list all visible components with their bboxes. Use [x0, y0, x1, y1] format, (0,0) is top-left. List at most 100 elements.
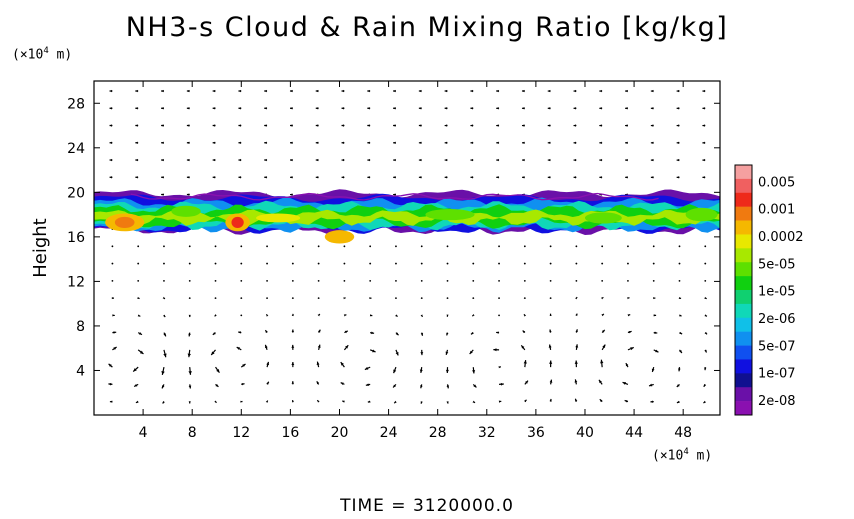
vector-arrowhead — [341, 107, 344, 110]
vector-arrowhead — [547, 158, 551, 162]
vector-arrowhead — [655, 349, 659, 353]
vector-arrowhead — [446, 314, 449, 317]
vector-arrowhead — [573, 89, 576, 93]
vector-arrowhead — [315, 141, 319, 144]
vector-arrowhead — [470, 89, 473, 93]
vector-arrowhead — [109, 400, 113, 403]
vector-arrowhead — [676, 89, 680, 93]
vector-arrowhead — [214, 400, 217, 403]
cloud-cell — [231, 216, 244, 228]
vector-arrowhead — [446, 401, 449, 404]
vector-arrowhead — [649, 383, 653, 387]
vector-arrowhead — [523, 360, 527, 364]
vector-arrowhead — [367, 158, 370, 162]
vector-arrowhead — [575, 344, 579, 348]
vector-dot — [523, 245, 526, 248]
vector-dot — [652, 279, 655, 282]
vector-dot — [317, 297, 320, 299]
vector-arrowhead — [137, 314, 141, 317]
vector-arrowhead — [704, 296, 707, 299]
vector-arrowhead — [702, 141, 705, 144]
vector-dot — [343, 245, 346, 248]
vector-arrowhead — [548, 344, 552, 348]
vector-arrowhead — [496, 176, 499, 179]
vector-arrowhead — [341, 141, 344, 144]
vector-arrowhead — [573, 124, 576, 127]
vector-dot — [446, 297, 449, 299]
vector-dot — [472, 297, 475, 299]
vector-arrowhead — [470, 176, 473, 179]
vector-arrowhead — [622, 382, 626, 385]
wind-vector-field — [108, 89, 708, 404]
x-tick-label: 4 — [139, 425, 148, 441]
vector-arrowhead — [291, 329, 295, 333]
vector-dot — [240, 279, 243, 282]
vector-arrowhead — [316, 381, 320, 385]
vector-arrowhead — [574, 360, 578, 364]
colorbar-label: 1e-05 — [758, 285, 796, 300]
vector-arrowhead — [238, 141, 241, 144]
vector-arrowhead — [625, 89, 628, 93]
vector-arrowhead — [625, 158, 628, 162]
vector-arrowhead — [371, 331, 375, 335]
vector-arrowhead — [574, 379, 578, 383]
vector-dot — [317, 245, 320, 248]
y-tick-label: 28 — [67, 96, 85, 112]
vector-dot — [266, 262, 268, 265]
vector-dot — [137, 262, 140, 265]
vector-dot — [575, 279, 578, 282]
vector-arrowhead — [238, 158, 241, 162]
vector-dot — [704, 262, 707, 265]
x-tick-label: 12 — [232, 425, 250, 441]
vector-arrowhead — [212, 124, 216, 127]
vector-dot — [291, 279, 294, 282]
vector-arrowhead — [653, 314, 657, 317]
vector-arrowhead — [364, 366, 369, 370]
vector-arrowhead — [188, 401, 191, 404]
vector-dot — [549, 245, 552, 248]
vector-arrowhead — [654, 331, 658, 334]
vector-arrowhead — [625, 124, 628, 127]
vector-arrowhead — [290, 176, 293, 179]
vector-arrowhead — [367, 400, 371, 403]
x-tick-label: 48 — [674, 425, 692, 441]
vector-arrowhead — [444, 141, 448, 144]
vector-arrowhead — [341, 89, 344, 93]
vector-arrowhead — [602, 344, 606, 349]
vector-arrowhead — [238, 176, 241, 179]
vector-arrowhead — [679, 314, 682, 317]
y-tick-label: 16 — [67, 230, 85, 246]
vector-arrowhead — [162, 400, 165, 404]
vector-arrowhead — [651, 368, 655, 372]
vector-arrowhead — [470, 158, 473, 162]
vector-arrowhead — [521, 107, 525, 110]
vector-arrowhead — [521, 141, 525, 144]
vector-arrowhead — [340, 362, 344, 366]
vector-arrowhead — [137, 296, 140, 299]
vector-arrowhead — [575, 329, 578, 333]
vector-dot — [395, 297, 397, 299]
vector-arrowhead — [496, 107, 499, 110]
vector-dot — [266, 279, 268, 282]
vector-dot — [575, 245, 578, 248]
vector-arrowhead — [264, 176, 267, 179]
vector-arrowhead — [446, 385, 450, 389]
vector-arrowhead — [547, 124, 551, 127]
vector-arrowhead — [395, 332, 399, 336]
vector-arrowhead — [212, 141, 216, 144]
vector-dot — [472, 262, 475, 265]
vector-arrowhead — [315, 89, 319, 93]
vector-arrowhead — [343, 297, 346, 300]
vector-arrowhead — [291, 313, 294, 317]
vector-arrowhead — [650, 107, 654, 110]
vector-dot — [163, 245, 165, 248]
vector-arrowhead — [161, 158, 164, 162]
vector-arrowhead — [444, 124, 448, 127]
vector-arrowhead — [704, 367, 707, 371]
vector-arrowhead — [135, 141, 138, 144]
vector-arrowhead — [340, 382, 344, 385]
vector-arrowhead — [291, 381, 295, 384]
vector-arrowhead — [420, 401, 423, 404]
vector-arrowhead — [624, 400, 628, 403]
colorbar-swatch — [735, 303, 752, 319]
